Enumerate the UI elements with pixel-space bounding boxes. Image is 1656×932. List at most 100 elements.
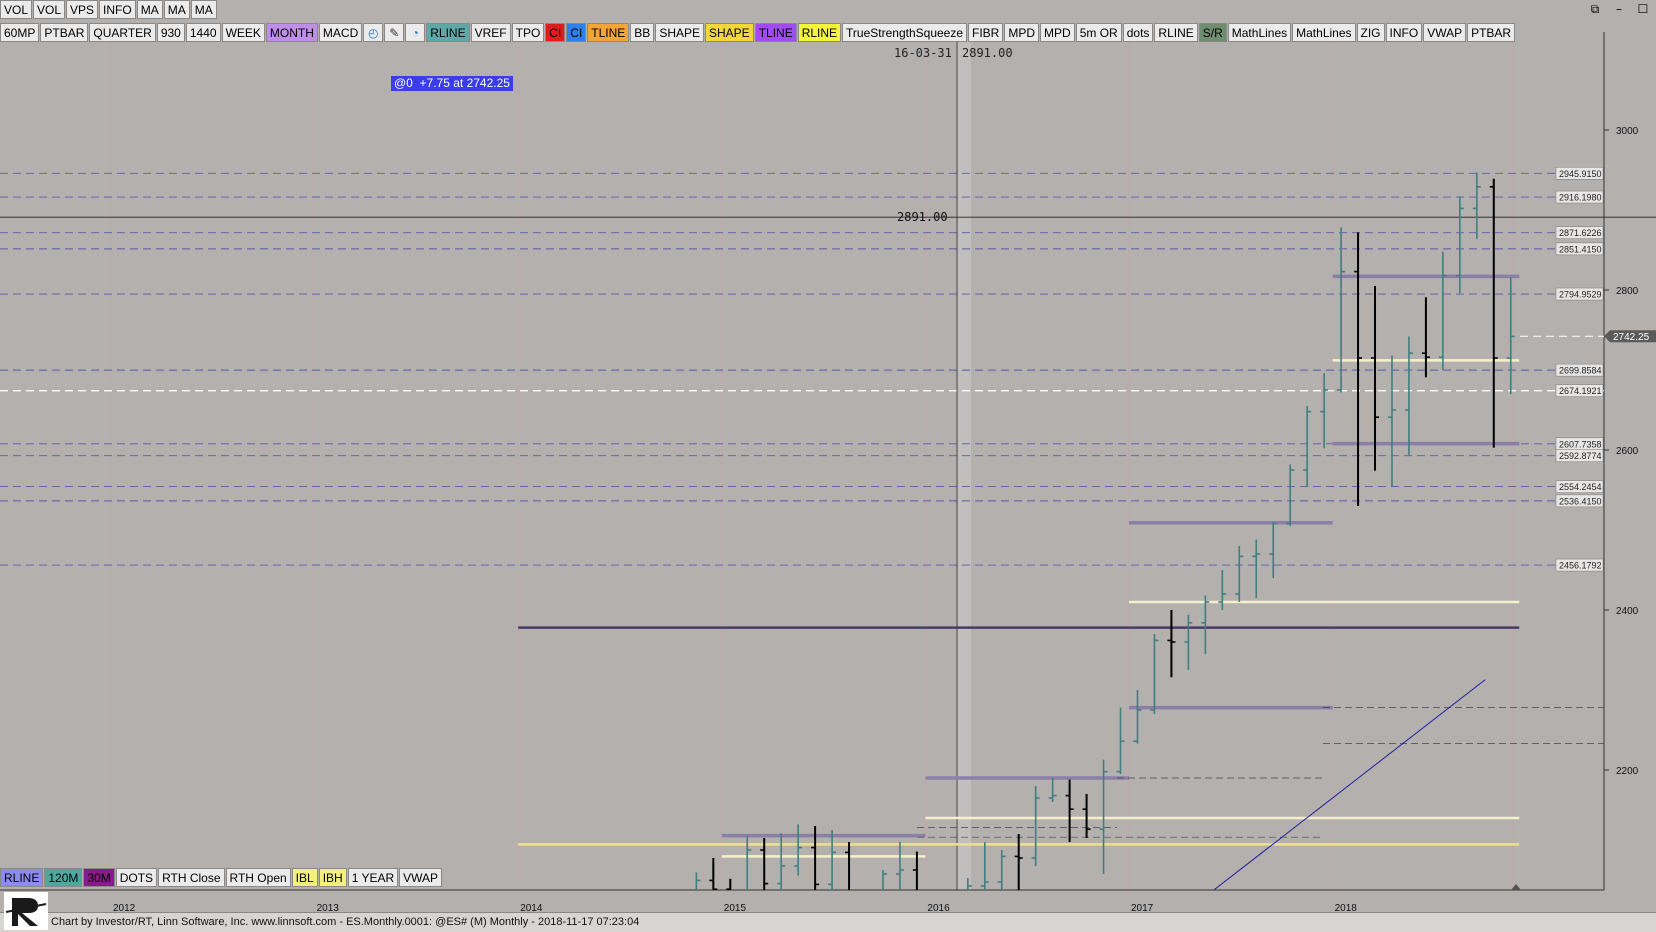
top-button-vol-0[interactable]: VOL (0, 0, 33, 19)
bottom-button-120m-1[interactable]: 120M (44, 868, 83, 887)
bottom-button-ibh-7[interactable]: IBH (318, 868, 347, 887)
y-tick-label: 3000 (1616, 126, 1639, 137)
refresh-icon[interactable]: ◔ (405, 23, 426, 42)
pencil-icon[interactable]: ✎ (384, 23, 405, 42)
main-button-quarter-2[interactable]: QUARTER (89, 23, 156, 42)
bottom-button-rline-0[interactable]: RLINE (0, 868, 44, 887)
ohlc-bar (726, 878, 732, 891)
top-button-ma-6[interactable]: MA (190, 0, 217, 19)
main-button-mpd-25[interactable]: MPD (1040, 23, 1075, 42)
x-tick-label: 2015 (724, 903, 747, 914)
last-price-label: 2742.25 (1613, 332, 1650, 343)
ohlc-bar (777, 833, 786, 890)
main-button-60mp-0[interactable]: 60MP (0, 23, 40, 42)
x-tick-label: 2016 (927, 903, 950, 914)
bottom-button-rth-close-4[interactable]: RTH Close (158, 868, 225, 887)
level-label-box (1555, 167, 1604, 180)
top-button-ma-5[interactable]: MA (163, 0, 190, 19)
main-button-1440-4[interactable]: 1440 (185, 23, 221, 42)
ohlc-bar (1167, 610, 1176, 678)
ohlc-bar (1201, 595, 1210, 654)
level-label: 2674.1921 (1559, 386, 1602, 396)
main-button-truestrengthsqueeze-22[interactable]: TrueStrengthSqueeze (842, 23, 968, 42)
top-button-vps-2[interactable]: VPS (66, 0, 99, 19)
highlighted-month-band (958, 42, 971, 890)
main-button-s-r-29[interactable]: S/R (1198, 23, 1227, 42)
main-button-rline-28[interactable]: RLINE (1154, 23, 1198, 42)
ohlc-bar (1269, 522, 1278, 578)
main-button-ptbar-35[interactable]: PTBAR (1467, 23, 1516, 42)
main-button-rline-21[interactable]: RLINE (797, 23, 842, 42)
top-button-vol-1[interactable]: VOL (33, 0, 66, 19)
main-button-mpd-24[interactable]: MPD (1004, 23, 1040, 42)
main-button-rline-11[interactable]: RLINE (426, 23, 470, 42)
main-button-week-5[interactable]: WEEK (221, 23, 265, 42)
y-tick-label: 2200 (1616, 766, 1639, 777)
ohlc-bar (1421, 297, 1430, 378)
ohlc-bar (1031, 786, 1040, 866)
restore-icon[interactable]: ⧉ (1590, 2, 1600, 16)
level-label-box (1555, 384, 1604, 397)
main-button-bb-17[interactable]: BB (630, 23, 655, 42)
main-button-ci-14[interactable]: CI (545, 23, 566, 42)
main-button-fibr-23[interactable]: FIBR (968, 23, 1004, 42)
level-label: 2699.8584 (1559, 366, 1602, 376)
level-label-box (1555, 494, 1604, 508)
main-button-macd-7[interactable]: MACD (318, 23, 363, 42)
ohlc-bar (912, 851, 918, 890)
main-button-shape-19[interactable]: SHAPE (705, 23, 754, 42)
ohlc-bar (1133, 690, 1142, 744)
ohlc-bar (1116, 707, 1125, 774)
bottom-button-1-year-8[interactable]: 1 YEAR (347, 868, 399, 887)
minimize-icon[interactable]: – (1616, 2, 1622, 16)
main-button-zig-32[interactable]: ZIG (1356, 23, 1385, 42)
ohlc-bar (1065, 779, 1074, 842)
main-button-info-33[interactable]: INFO (1385, 23, 1423, 42)
maximize-icon[interactable]: ☐ (1637, 2, 1649, 16)
main-button-tpo-13[interactable]: TPO (511, 23, 545, 42)
level-label: 2871.6226 (1559, 228, 1602, 238)
ohlc-bar (1235, 546, 1244, 602)
level-label: 2592.8774 (1559, 451, 1602, 461)
ohlc-bar (980, 842, 989, 890)
ohlc-bar (1286, 464, 1295, 526)
ohlc-bar (746, 836, 752, 890)
ohlc-bar (811, 826, 820, 890)
main-button-mathlines-31[interactable]: MathLines (1292, 23, 1356, 42)
bottom-button-rth-open-5[interactable]: RTH Open (225, 868, 291, 887)
main-button-month-6[interactable]: MONTH (265, 23, 318, 42)
main-button-tline-16[interactable]: TLINE (587, 23, 630, 42)
main-button-vref-12[interactable]: VREF (470, 23, 511, 42)
main-button-ptbar-1[interactable]: PTBAR (40, 23, 89, 42)
main-button-5m-or-26[interactable]: 5m OR (1075, 23, 1122, 42)
ohlc-bar (1099, 759, 1108, 874)
main-button-dots-27[interactable]: dots (1122, 23, 1154, 42)
ohlc-bar (1387, 355, 1396, 487)
x-tick-label: 2012 (113, 903, 136, 914)
main-button-shape-18[interactable]: SHAPE (655, 23, 704, 42)
y-tick-label: 2600 (1616, 446, 1639, 457)
ohlc-bar (695, 872, 701, 890)
top-button-info-3[interactable]: INFO (99, 0, 136, 19)
bottom-button-ibl-6[interactable]: IBL (291, 868, 318, 887)
main-button-mathlines-30[interactable]: MathLines (1227, 23, 1292, 42)
bottom-button-dots-3[interactable]: DOTS (115, 868, 158, 887)
ohlc-bar (1506, 278, 1515, 394)
time-marker-icon (1511, 884, 1521, 890)
level-label-box (1555, 190, 1604, 204)
x-tick-label: 2014 (520, 903, 543, 914)
ohlc-bar (828, 830, 837, 890)
main-button-tline-20[interactable]: TLINE (754, 23, 797, 42)
bottom-button-vwap-9[interactable]: VWAP (399, 868, 443, 887)
level-label: 2536.4150 (1559, 496, 1602, 506)
main-button-ci-15[interactable]: CI (566, 23, 587, 42)
bottom-button-30m-2[interactable]: 30M (83, 868, 115, 887)
footer-caption: Chart by Investor/RT, Linn Software, Inc… (51, 916, 640, 928)
main-button-vwap-34[interactable]: VWAP (1423, 23, 1467, 42)
main-button-930-3[interactable]: 930 (156, 23, 185, 42)
level-label-box (1555, 226, 1604, 239)
top-button-ma-4[interactable]: MA (136, 0, 163, 19)
clock-icon[interactable]: ◴ (363, 23, 384, 42)
